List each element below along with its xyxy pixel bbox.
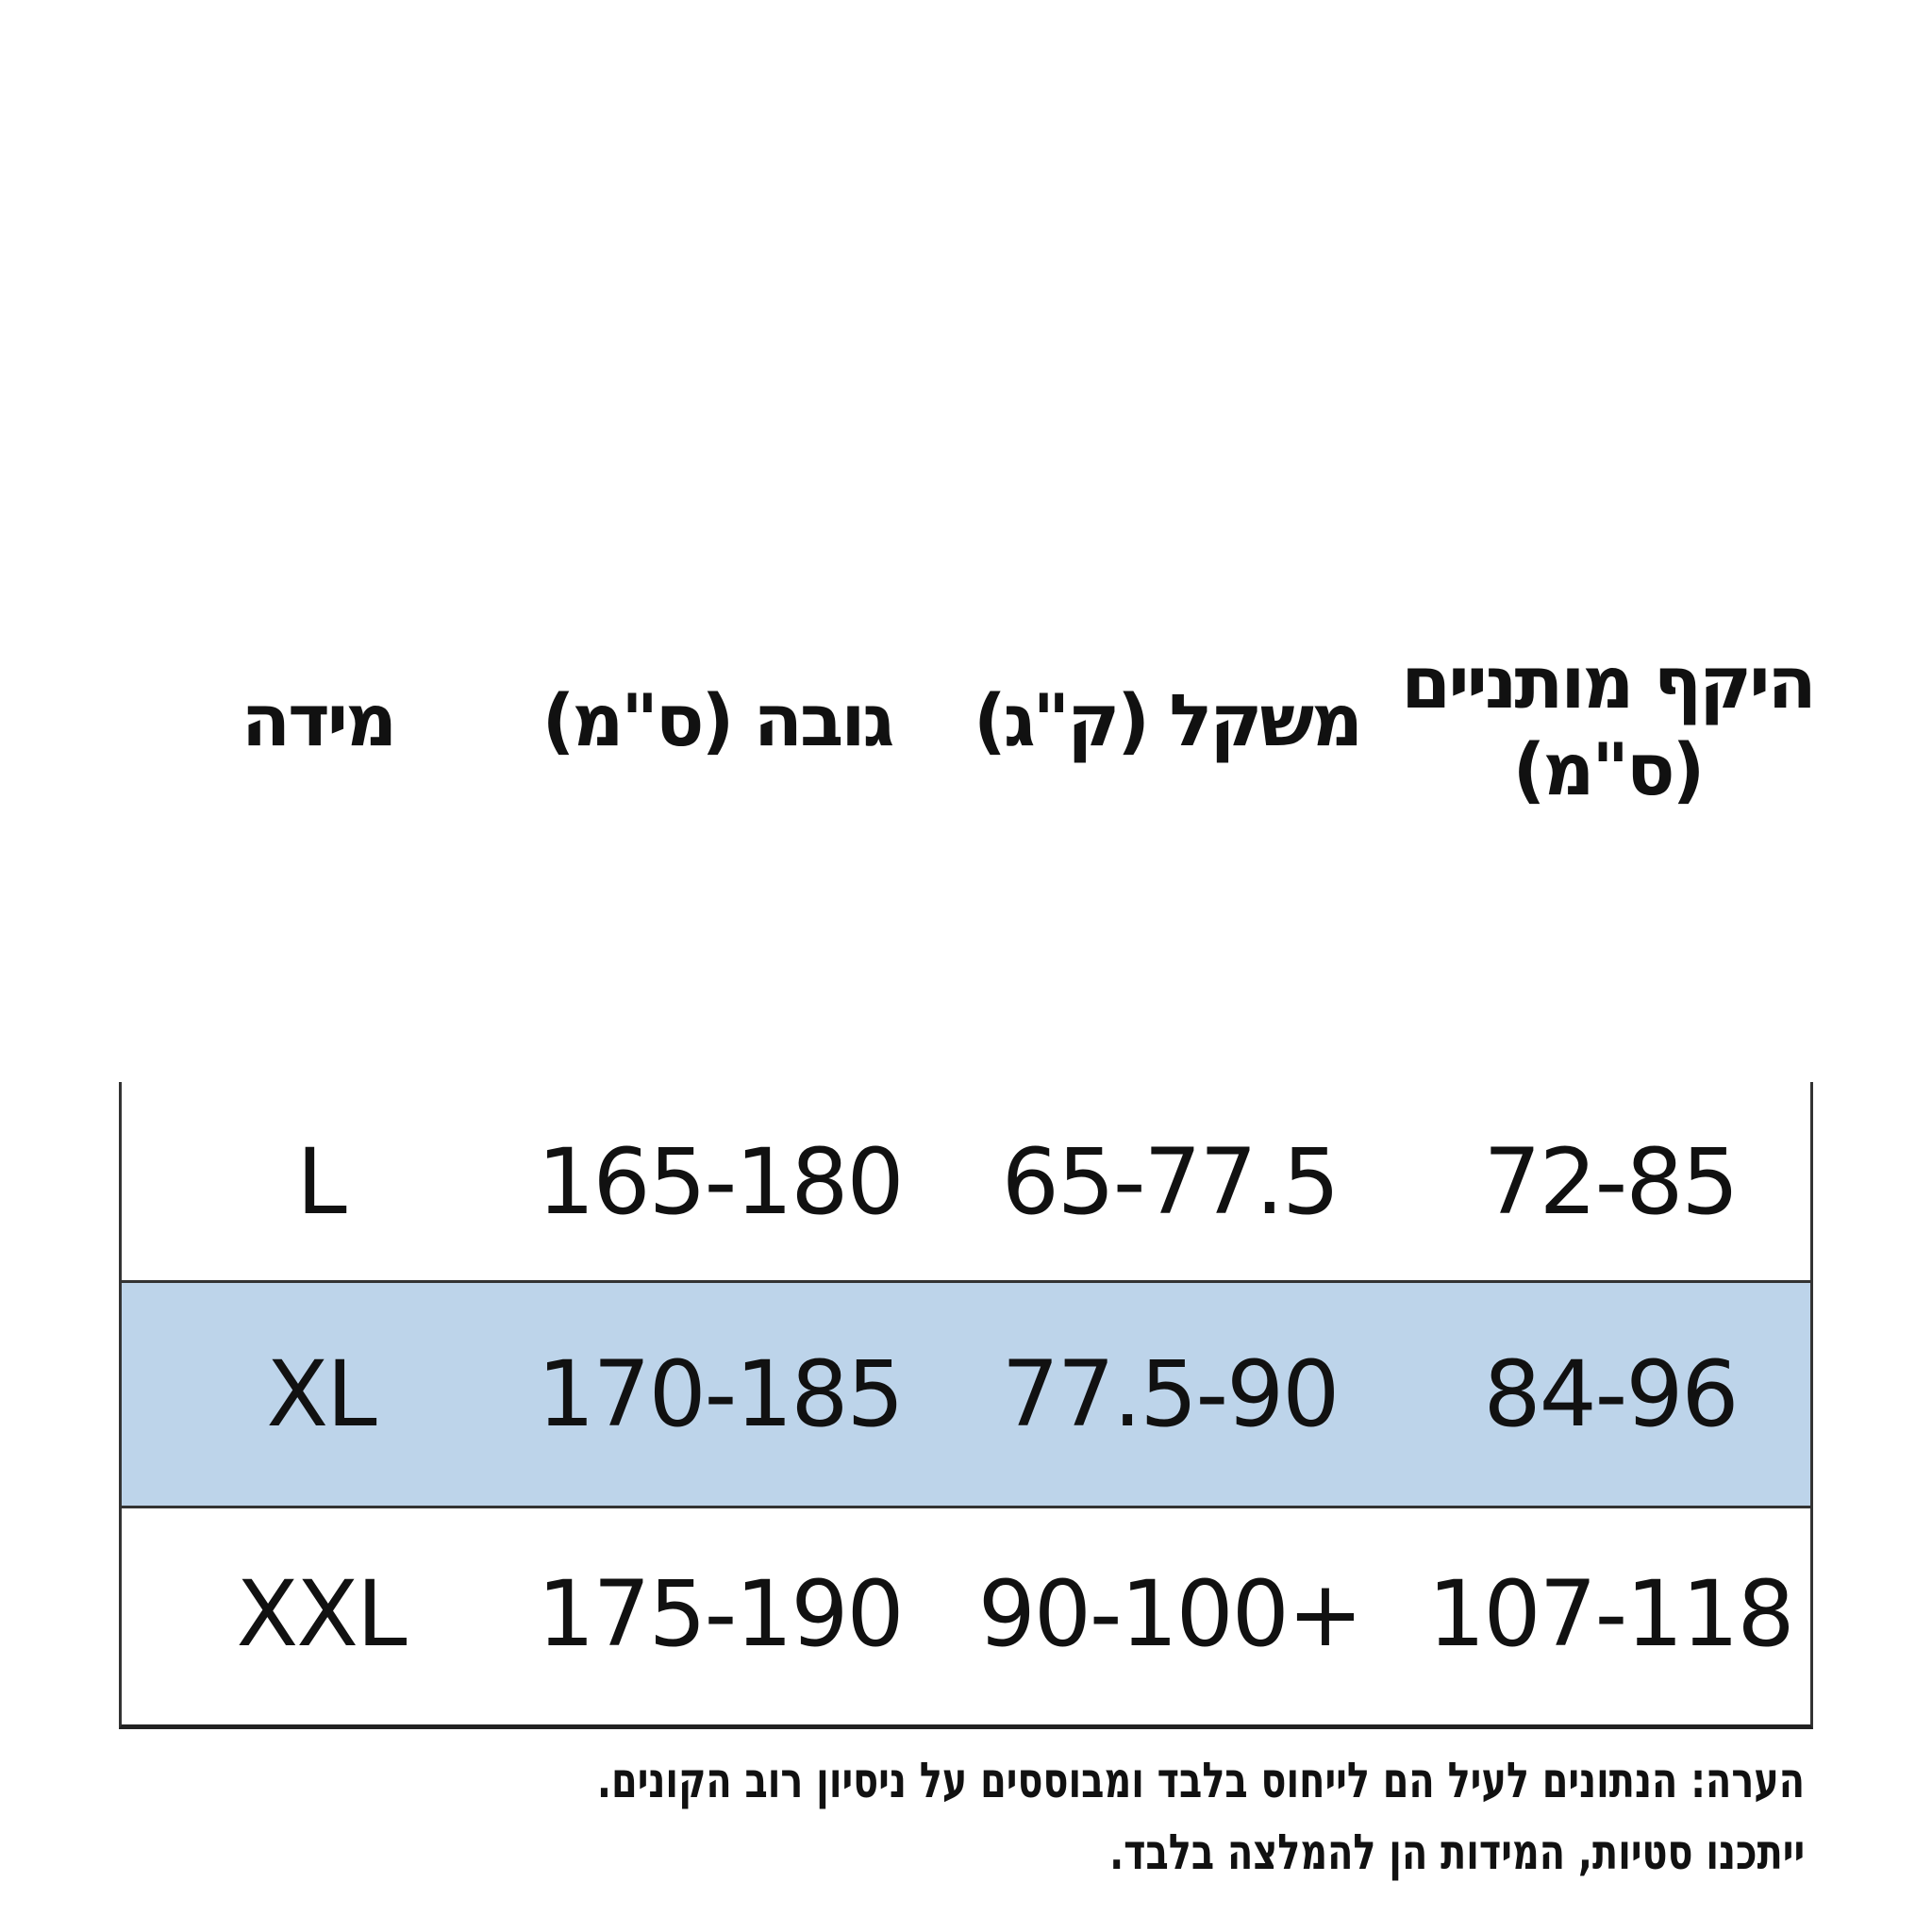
note-line-2: ייתכנו סטיות, המידות הן להמלצה בלבד. xyxy=(1108,1824,1805,1881)
header-waist-line2: (ס"מ) xyxy=(1512,727,1706,811)
cell-height: 170-185 xyxy=(537,1341,904,1447)
cell-waist: 84-96 xyxy=(1483,1341,1740,1447)
cell-size: XL xyxy=(266,1341,376,1447)
cell-size: XXL xyxy=(236,1560,407,1667)
cell-weight: 90-100+ xyxy=(977,1560,1363,1667)
table-row-highlighted: XL 170-185 77.5-90 84-96 xyxy=(122,1280,1810,1508)
cell-weight: 65-77.5 xyxy=(1001,1128,1341,1235)
cell-height: 175-190 xyxy=(537,1560,904,1667)
cell-size: L xyxy=(296,1128,347,1235)
table-row: L 165-180 65-77.5 72-85 xyxy=(122,1082,1810,1281)
cell-waist: 107-118 xyxy=(1427,1560,1794,1667)
cell-waist: 72-85 xyxy=(1483,1128,1740,1235)
size-table: L 165-180 65-77.5 72-85 XL 170-185 77.5-… xyxy=(119,1082,1813,1729)
header-waist-line1: היקף מותניים xyxy=(1401,641,1816,724)
table-row: XXL 175-190 90-100+ 107-118 xyxy=(122,1503,1810,1724)
note-line-1: הערה: הנתונים לעיל הם לייחוס בלבד ומבוסס… xyxy=(596,1753,1805,1809)
header-size: מידה xyxy=(241,678,397,762)
cell-height: 165-180 xyxy=(537,1128,904,1235)
cell-weight: 77.5-90 xyxy=(1001,1341,1341,1447)
header-height: גובה (ס"מ) xyxy=(541,678,895,762)
header-weight: משקל (ק"ג) xyxy=(973,678,1363,762)
